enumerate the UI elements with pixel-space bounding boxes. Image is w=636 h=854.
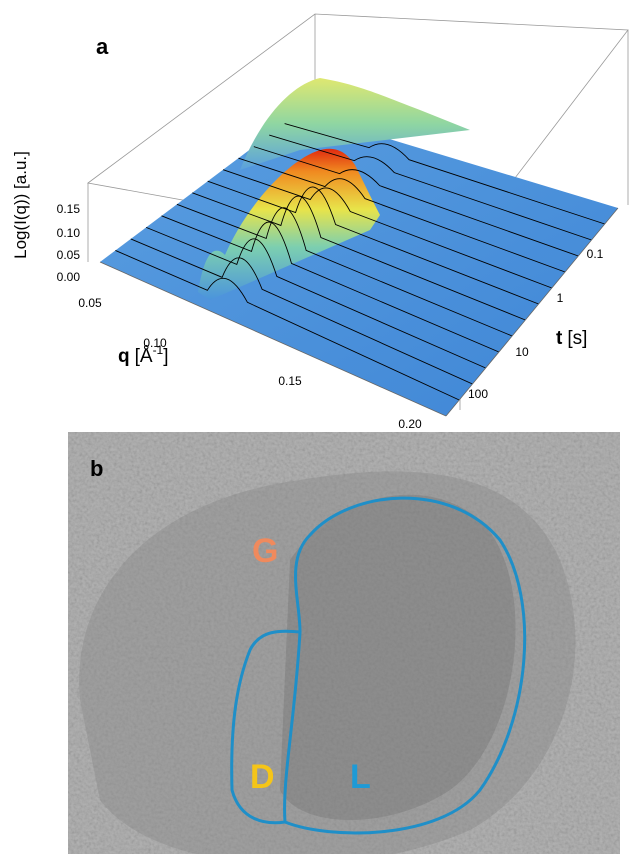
panel-label: a xyxy=(96,34,109,59)
t-axis-label: t [s] xyxy=(556,328,587,349)
axis-lines xyxy=(99,207,619,417)
panel-label: b xyxy=(90,456,103,481)
t-tick-label: 1 xyxy=(557,291,564,305)
surface-peak-back xyxy=(240,78,470,170)
slice-line xyxy=(161,215,500,353)
surface-floor xyxy=(100,112,618,416)
q-tick-label: 0.05 xyxy=(78,296,102,310)
slice-line xyxy=(238,157,566,273)
slice-line xyxy=(269,134,592,241)
q-unit: [Å xyxy=(135,346,153,367)
t-tick-label: 10 xyxy=(515,345,529,359)
t-unit: [s] xyxy=(567,328,587,349)
q-exponent: -1 xyxy=(153,343,164,357)
t-tick-label: 100 xyxy=(468,387,488,401)
micrograph xyxy=(68,432,620,854)
region-label: L xyxy=(350,758,371,796)
slice-line xyxy=(253,146,579,257)
slice-line xyxy=(284,123,605,225)
slice-line xyxy=(130,238,473,385)
y-tick-label: 0.00 xyxy=(57,270,81,284)
slice-lines xyxy=(115,123,605,401)
q-axis-label: q [Å-1] xyxy=(118,343,169,367)
slice-line xyxy=(222,169,553,289)
y-tick-label: 0.15 xyxy=(57,202,81,216)
slice-line xyxy=(192,192,526,321)
y-tick-label: 0.05 xyxy=(57,248,81,262)
q-symbol: q xyxy=(118,346,130,367)
region-label: D xyxy=(250,758,275,796)
q-tick-label: 0.10 xyxy=(143,336,167,350)
q-tick-label: 0.15 xyxy=(278,374,302,388)
surface-peak xyxy=(198,148,380,300)
y-axis-label: Log(I(q)) [a.u.] xyxy=(11,151,30,259)
t-tick-label: 0.1 xyxy=(587,247,604,261)
q-unit-close: ] xyxy=(163,346,168,367)
region-label: G xyxy=(252,532,278,570)
slice-line xyxy=(207,180,539,305)
slice-line xyxy=(176,203,513,337)
slice-line xyxy=(115,250,460,401)
y-tick-label: 0.10 xyxy=(57,226,81,240)
q-tick-label: 0.20 xyxy=(398,417,422,431)
t-symbol: t xyxy=(556,328,563,349)
